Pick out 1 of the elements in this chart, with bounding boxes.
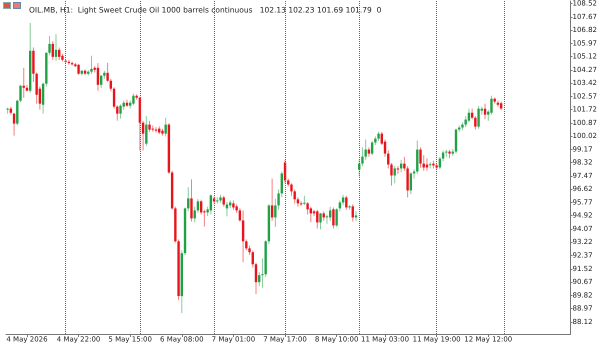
candlestick (396, 166, 400, 174)
